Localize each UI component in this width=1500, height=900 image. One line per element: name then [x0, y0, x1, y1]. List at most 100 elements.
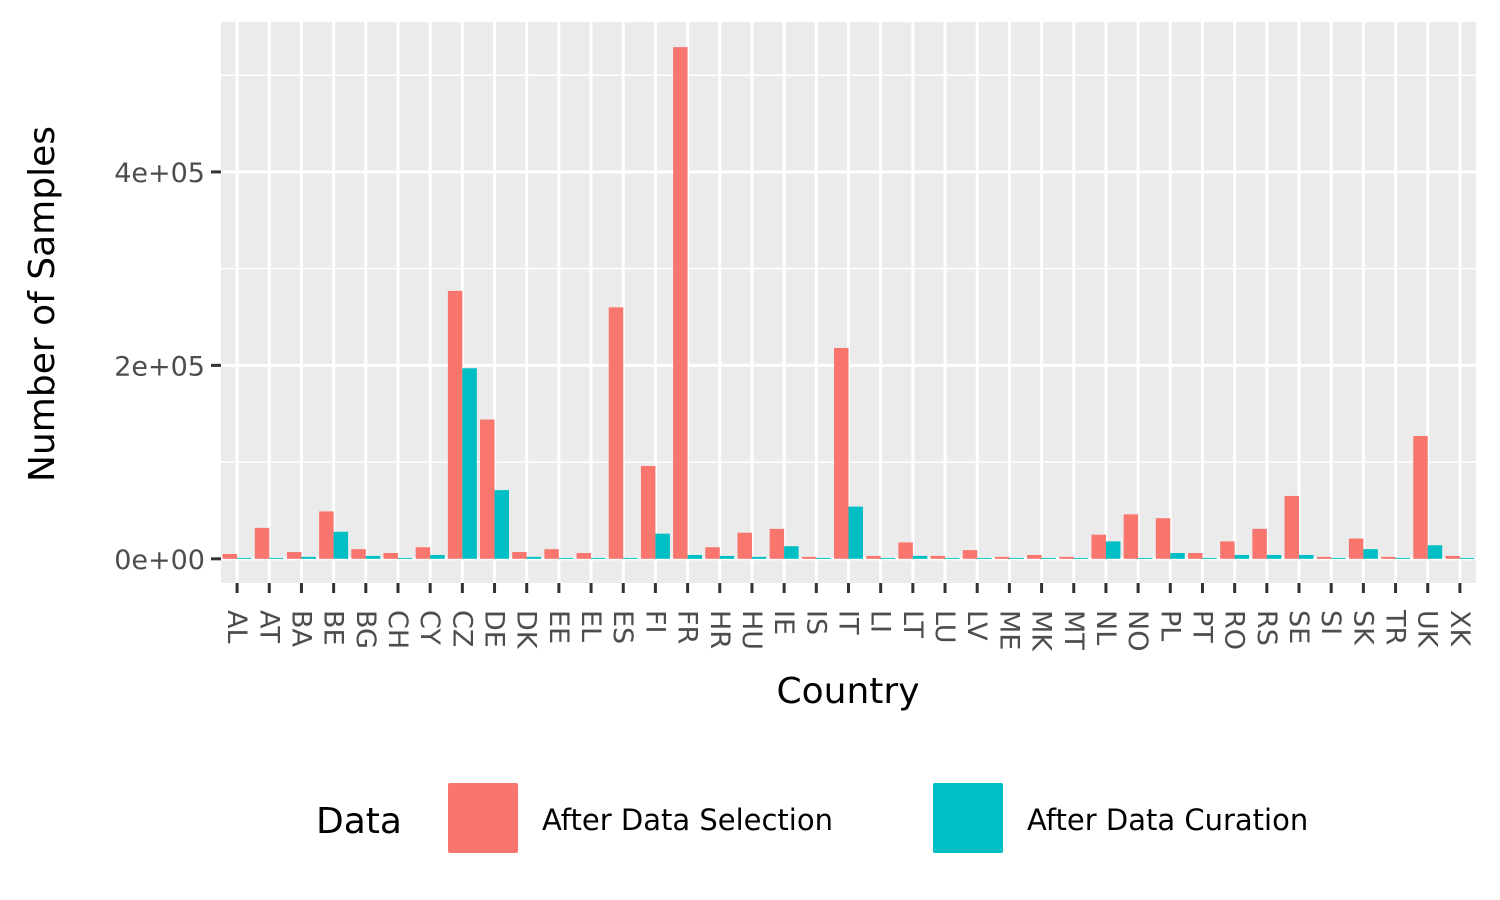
x-tick-label-lv: LV	[961, 610, 992, 641]
bar-ie-after-data-selection	[769, 528, 785, 559]
bar-no-after-data-selection	[1123, 514, 1139, 559]
x-tick-label-de: DE	[479, 610, 510, 648]
bar-cz-after-data-selection	[447, 290, 463, 559]
bar-me-after-data-curation	[1009, 557, 1024, 559]
bar-el-after-data-curation	[591, 557, 606, 559]
bar-hr-after-data-selection	[705, 547, 720, 559]
bar-lu-after-data-selection	[930, 555, 946, 559]
legend-swatch-after-data-selection	[448, 783, 518, 853]
bar-bg-after-data-curation	[365, 555, 381, 559]
x-tick-label-pt: PT	[1186, 610, 1217, 643]
bar-at-after-data-curation	[269, 557, 284, 559]
x-tick-label-at: AT	[253, 610, 284, 643]
x-tick-label-ch: CH	[382, 610, 413, 649]
bar-se-after-data-curation	[1299, 554, 1314, 559]
x-tick-label-lt: LT	[897, 610, 928, 638]
bar-tr-after-data-curation	[1395, 557, 1411, 559]
y-tick-label: 0e+00	[114, 545, 205, 576]
bar-it-after-data-selection	[834, 347, 849, 559]
y-axis: 0e+00 2e+05 4e+05	[114, 158, 221, 576]
bar-es-after-data-curation	[623, 557, 638, 559]
bar-al-after-data-curation	[237, 557, 252, 559]
x-tick-label-rs: RS	[1251, 610, 1282, 646]
x-tick-label-se: SE	[1283, 610, 1314, 644]
bar-el-after-data-selection	[576, 553, 592, 559]
legend-label-after-data-curation: After Data Curation	[1027, 803, 1308, 837]
bar-dk-after-data-curation	[526, 556, 542, 559]
bar-ba-after-data-curation	[301, 556, 316, 559]
x-tick-label-ie: IE	[768, 610, 799, 635]
x-tick-label-cy: CY	[414, 610, 445, 645]
bar-ro-after-data-curation	[1234, 554, 1250, 559]
bar-uk-after-data-selection	[1413, 435, 1428, 559]
bar-de-after-data-curation	[494, 490, 510, 559]
bar-fi-after-data-selection	[640, 465, 656, 559]
bar-pl-after-data-selection	[1155, 518, 1171, 559]
y-axis-title: Number of Samples	[22, 126, 63, 482]
bar-pl-after-data-curation	[1170, 553, 1185, 559]
x-axis: AL AT BA BE BG CH CY CZ DE DK EE EL ES FI FR HR HU IE IS IT…	[221, 583, 1475, 652]
x-tick-label-cz: CZ	[446, 610, 477, 647]
bar-lv-after-data-selection	[962, 550, 978, 559]
x-tick-label-al: AL	[221, 610, 252, 644]
x-tick-label-it: IT	[833, 610, 864, 635]
x-tick-label-uk: UK	[1412, 610, 1443, 649]
bar-fr-after-data-curation	[687, 554, 703, 559]
x-tick-label-mk: MK	[1026, 610, 1057, 652]
bar-ee-after-data-curation	[558, 557, 574, 559]
bar-ch-after-data-curation	[397, 557, 413, 559]
bar-be-after-data-selection	[319, 511, 334, 559]
bar-uk-after-data-curation	[1427, 545, 1443, 559]
x-tick-label-hr: HR	[704, 610, 735, 649]
bar-mk-after-data-curation	[1041, 557, 1057, 559]
bar-si-after-data-selection	[1316, 556, 1332, 559]
x-tick-label-me: ME	[993, 610, 1024, 650]
x-tick-label-no: NO	[1122, 610, 1153, 651]
x-tick-label-li: LI	[865, 610, 896, 633]
bar-tr-after-data-selection	[1381, 556, 1396, 559]
bar-dk-after-data-selection	[512, 552, 527, 559]
bar-sk-after-data-curation	[1363, 549, 1378, 559]
bar-xk-after-data-selection	[1445, 555, 1460, 559]
bar-xk-after-data-curation	[1459, 557, 1475, 559]
x-tick-label-mt: MT	[1058, 610, 1089, 650]
bar-hu-after-data-curation	[751, 556, 767, 559]
bar-pt-after-data-selection	[1187, 553, 1203, 559]
bar-hr-after-data-curation	[719, 555, 735, 559]
bar-me-after-data-selection	[994, 556, 1010, 559]
bar-bg-after-data-selection	[351, 549, 366, 559]
x-tick-label-hu: HU	[736, 610, 767, 650]
x-tick-label-lu: LU	[929, 610, 960, 643]
x-tick-label-fi: FI	[639, 610, 670, 634]
x-tick-label-fr: FR	[672, 610, 703, 644]
bar-rs-after-data-curation	[1266, 554, 1282, 559]
bar-pt-after-data-curation	[1202, 557, 1217, 559]
bar-al-after-data-selection	[222, 553, 238, 559]
bar-be-after-data-curation	[333, 531, 349, 559]
x-axis-title: Country	[776, 671, 919, 712]
bars	[222, 47, 1475, 559]
y-tick-label: 4e+05	[114, 158, 205, 189]
bar-lt-after-data-curation	[912, 555, 928, 559]
bar-ba-after-data-selection	[286, 552, 302, 559]
x-tick-label-es: ES	[607, 610, 638, 644]
bar-is-after-data-selection	[801, 556, 817, 559]
bar-lv-after-data-curation	[977, 557, 992, 559]
x-tick-label-is: IS	[800, 610, 831, 635]
legend: Data After Data Selection After Data Cur…	[316, 783, 1308, 853]
x-tick-label-ee: EE	[543, 610, 574, 644]
bar-se-after-data-selection	[1284, 495, 1300, 559]
x-tick-label-el: EL	[575, 610, 606, 642]
x-tick-label-pl: PL	[1154, 610, 1185, 641]
bar-mt-after-data-curation	[1073, 557, 1089, 559]
bar-sk-after-data-selection	[1348, 538, 1364, 559]
bar-es-after-data-selection	[608, 307, 624, 559]
legend-label-after-data-selection: After Data Selection	[542, 803, 833, 837]
bar-nl-after-data-selection	[1091, 534, 1106, 559]
bar-cy-after-data-selection	[415, 547, 431, 559]
bar-de-after-data-selection	[480, 419, 495, 559]
bar-cy-after-data-curation	[430, 554, 445, 559]
x-tick-label-be: BE	[318, 610, 349, 646]
bar-lu-after-data-curation	[945, 557, 960, 559]
